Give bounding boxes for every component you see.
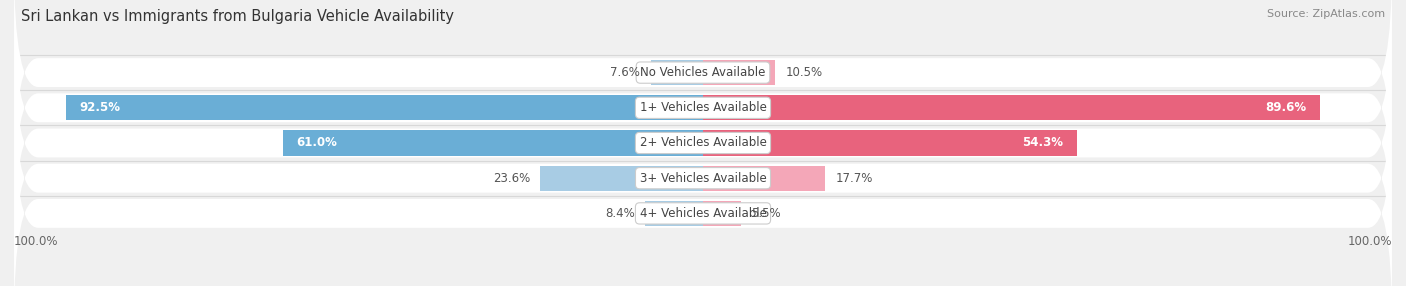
Text: 4+ Vehicles Available: 4+ Vehicles Available bbox=[640, 207, 766, 220]
FancyBboxPatch shape bbox=[14, 105, 1392, 286]
Bar bbox=[703, 201, 741, 226]
Text: 100.0%: 100.0% bbox=[1347, 235, 1392, 248]
Text: 7.6%: 7.6% bbox=[610, 66, 640, 79]
Text: 61.0%: 61.0% bbox=[297, 136, 337, 150]
Text: No Vehicles Available: No Vehicles Available bbox=[640, 66, 766, 79]
Text: 2+ Vehicles Available: 2+ Vehicles Available bbox=[640, 136, 766, 150]
Bar bbox=[703, 60, 775, 85]
Text: 23.6%: 23.6% bbox=[494, 172, 530, 185]
Text: 10.5%: 10.5% bbox=[786, 66, 823, 79]
Bar bbox=[66, 95, 703, 120]
Text: 8.4%: 8.4% bbox=[605, 207, 634, 220]
Bar bbox=[645, 201, 703, 226]
FancyBboxPatch shape bbox=[14, 0, 1392, 181]
Bar bbox=[283, 130, 703, 156]
Bar bbox=[651, 60, 703, 85]
Text: Source: ZipAtlas.com: Source: ZipAtlas.com bbox=[1267, 9, 1385, 19]
Bar bbox=[703, 166, 825, 191]
Text: 1+ Vehicles Available: 1+ Vehicles Available bbox=[640, 101, 766, 114]
Text: 54.3%: 54.3% bbox=[1022, 136, 1063, 150]
Text: 3+ Vehicles Available: 3+ Vehicles Available bbox=[640, 172, 766, 185]
FancyBboxPatch shape bbox=[14, 0, 1392, 217]
FancyBboxPatch shape bbox=[14, 34, 1392, 252]
Text: 89.6%: 89.6% bbox=[1265, 101, 1306, 114]
Bar bbox=[703, 130, 1077, 156]
Text: 100.0%: 100.0% bbox=[14, 235, 59, 248]
Text: 92.5%: 92.5% bbox=[80, 101, 121, 114]
Text: 17.7%: 17.7% bbox=[835, 172, 873, 185]
Text: 5.5%: 5.5% bbox=[751, 207, 780, 220]
Text: Sri Lankan vs Immigrants from Bulgaria Vehicle Availability: Sri Lankan vs Immigrants from Bulgaria V… bbox=[21, 9, 454, 23]
Bar bbox=[540, 166, 703, 191]
FancyBboxPatch shape bbox=[14, 69, 1392, 286]
Bar bbox=[703, 95, 1320, 120]
